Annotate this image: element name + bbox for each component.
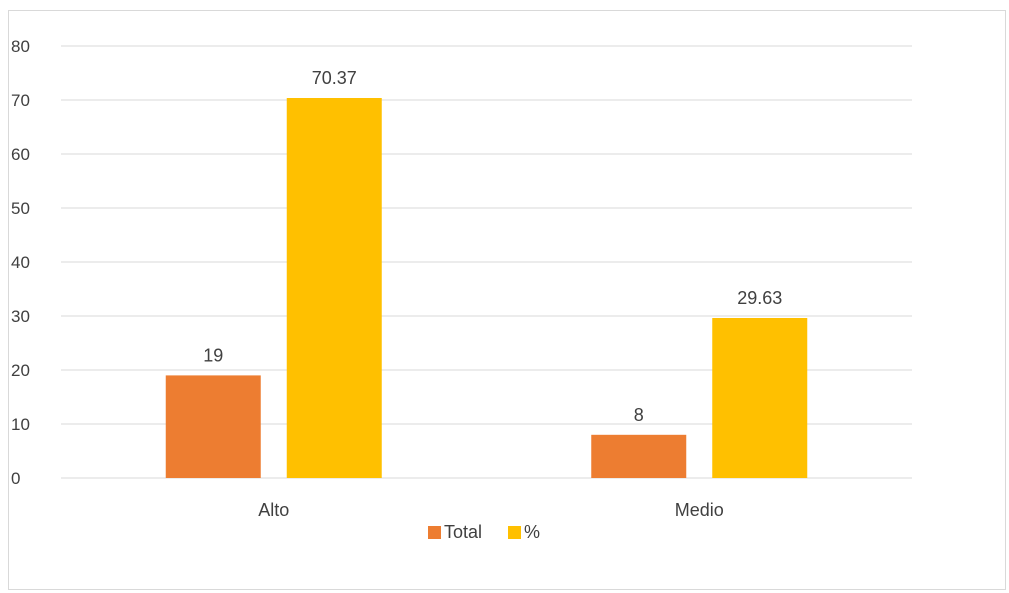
y-tick-label-10: 10	[11, 415, 30, 434]
y-tick-label-0: 0	[11, 469, 20, 488]
chart-area: 0 10 20 30 40 50 60 70 80 19 70.37 Alto 8 29.63 Medio T…	[8, 10, 1006, 590]
data-label-medio-percent: 29.63	[737, 288, 782, 308]
y-tick-label-80: 80	[11, 37, 30, 56]
data-label-alto-total: 19	[203, 345, 223, 365]
bar-medio-total	[591, 434, 687, 478]
y-tick-label-40: 40	[11, 253, 30, 272]
y-tick-label-50: 50	[11, 199, 30, 218]
legend-swatch-percent	[508, 526, 521, 539]
legend-label-total: Total	[444, 522, 482, 542]
bar-chart: 0 10 20 30 40 50 60 70 80 19 70.37 Alto 8 29.63 Medio T…	[11, 37, 912, 542]
data-label-alto-percent: 70.37	[312, 68, 357, 88]
y-tick-label-60: 60	[11, 145, 30, 164]
x-tick-label-medio: Medio	[675, 500, 724, 520]
y-tick-label-70: 70	[11, 91, 30, 110]
legend-label-percent: %	[524, 522, 540, 542]
data-label-medio-total: 8	[634, 405, 644, 425]
y-tick-label-30: 30	[11, 307, 30, 326]
legend-swatch-total	[428, 526, 441, 539]
bar-alto-total	[165, 375, 261, 478]
x-tick-label-alto: Alto	[258, 500, 289, 520]
y-tick-label-20: 20	[11, 361, 30, 380]
bar-medio-percent	[712, 317, 808, 478]
bar-alto-percent	[286, 98, 382, 478]
